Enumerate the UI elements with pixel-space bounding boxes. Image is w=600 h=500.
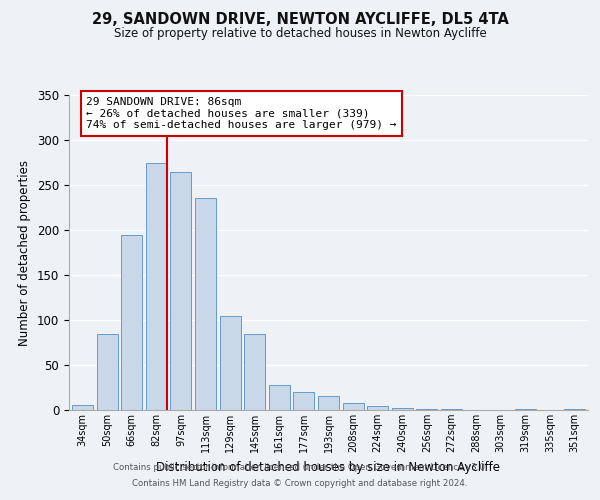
Bar — [97, 334, 118, 410]
Bar — [441, 409, 462, 410]
Y-axis label: Number of detached properties: Number of detached properties — [19, 160, 31, 346]
Bar — [121, 234, 142, 410]
Text: Contains public sector information licensed under the Open Government Licence v3: Contains public sector information licen… — [113, 464, 487, 472]
Text: 29 SANDOWN DRIVE: 86sqm
← 26% of detached houses are smaller (339)
74% of semi-d: 29 SANDOWN DRIVE: 86sqm ← 26% of detache… — [86, 97, 397, 130]
Bar — [170, 172, 191, 410]
Bar — [564, 409, 585, 410]
Bar — [392, 408, 413, 410]
Bar — [515, 409, 536, 410]
Bar — [318, 396, 339, 410]
Bar — [343, 403, 364, 410]
Bar — [72, 404, 93, 410]
Bar — [367, 406, 388, 410]
Bar — [146, 162, 167, 410]
Bar — [195, 198, 216, 410]
Text: 29, SANDOWN DRIVE, NEWTON AYCLIFFE, DL5 4TA: 29, SANDOWN DRIVE, NEWTON AYCLIFFE, DL5 … — [92, 12, 508, 28]
Bar — [416, 409, 437, 410]
Text: Size of property relative to detached houses in Newton Aycliffe: Size of property relative to detached ho… — [113, 28, 487, 40]
Text: Contains HM Land Registry data © Crown copyright and database right 2024.: Contains HM Land Registry data © Crown c… — [132, 478, 468, 488]
Bar — [293, 392, 314, 410]
Bar — [220, 316, 241, 410]
Bar — [269, 385, 290, 410]
X-axis label: Distribution of detached houses by size in Newton Aycliffe: Distribution of detached houses by size … — [157, 460, 500, 473]
Bar — [244, 334, 265, 410]
